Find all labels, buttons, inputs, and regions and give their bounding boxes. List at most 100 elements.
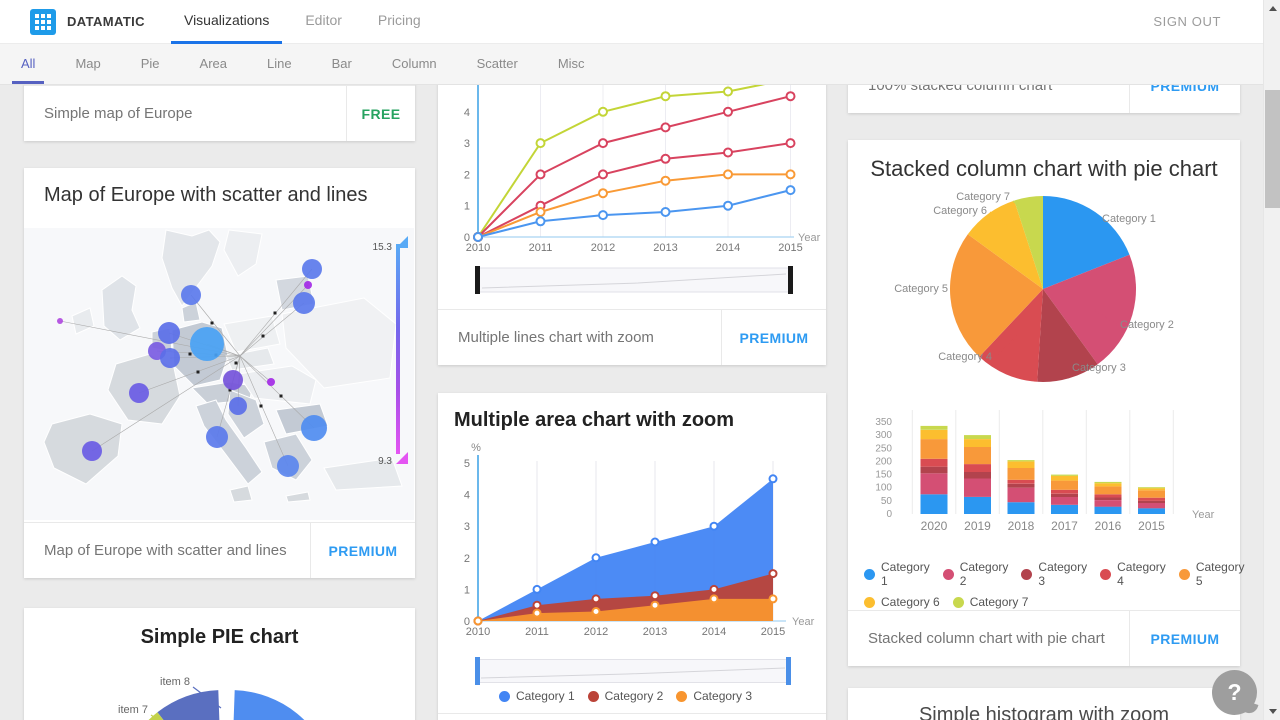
map-bubble[interactable] — [158, 322, 180, 344]
bar-segment[interactable] — [964, 464, 991, 472]
pie-slice[interactable] — [157, 690, 222, 720]
legend-item[interactable]: Category 5 — [1178, 560, 1245, 588]
bar-segment[interactable] — [964, 496, 991, 514]
bar-segment[interactable] — [1094, 481, 1122, 484]
filter-misc[interactable]: Misc — [557, 56, 585, 71]
nav-link-visualizations[interactable]: Visualizations — [170, 0, 283, 44]
nav-link-pricing[interactable]: Pricing — [377, 12, 421, 28]
card-title[interactable] — [438, 714, 826, 720]
bar-segment[interactable] — [964, 439, 991, 447]
filter-column[interactable]: Column — [391, 56, 437, 71]
bar-segment[interactable] — [964, 478, 991, 497]
zoom-range-slider[interactable] — [475, 657, 791, 685]
card-histogram[interactable]: Simple histogram with zoom — [848, 688, 1240, 720]
legend-item[interactable]: Category 2 — [587, 689, 663, 703]
premium-badge[interactable]: PREMIUM — [721, 310, 826, 365]
card-title[interactable]: Map of Europe with scatter and lines — [44, 542, 287, 559]
bar-segment[interactable] — [920, 425, 948, 430]
pie-slice[interactable] — [231, 690, 336, 720]
bar-segment[interactable] — [1138, 503, 1165, 509]
pie-slice[interactable] — [1043, 254, 1137, 365]
map-bubble[interactable] — [129, 383, 149, 403]
pie-slice[interactable] — [979, 289, 1043, 382]
bar-segment[interactable] — [920, 458, 948, 467]
bar-segment[interactable] — [1051, 474, 1078, 476]
bar-segment[interactable] — [920, 473, 948, 495]
pie-slice[interactable] — [1014, 196, 1043, 289]
legend-item[interactable]: Category 1 — [864, 560, 930, 588]
slider-handle-left[interactable] — [475, 657, 480, 685]
card-simple-pie[interactable]: Simple PIE chart item 8 item 7 — [24, 608, 415, 720]
bar-segment[interactable] — [1007, 487, 1035, 503]
pie-slice[interactable] — [1037, 289, 1098, 382]
slider-handle-left[interactable] — [475, 266, 480, 294]
brand[interactable]: DATAMATIC — [30, 8, 145, 35]
card-title[interactable]: Stacked column chart with pie chart — [868, 630, 1105, 647]
map-bubble[interactable] — [229, 397, 247, 415]
card-title[interactable]: Multiple lines chart with zoom — [458, 329, 654, 346]
map-bubble[interactable] — [277, 455, 299, 477]
bar-segment[interactable] — [1051, 489, 1078, 494]
legend-item[interactable]: Category 6 — [864, 595, 940, 609]
premium-badge[interactable]: PREMIUM — [310, 523, 415, 578]
map-bubble[interactable] — [223, 370, 243, 390]
legend-item[interactable]: Category 1 — [498, 689, 575, 703]
scrollbar-down-arrow[interactable] — [1264, 703, 1280, 720]
scrollbar-up-arrow[interactable] — [1264, 0, 1280, 17]
filter-line[interactable]: Line — [267, 56, 292, 71]
legend-item[interactable]: Category 3 — [676, 689, 752, 703]
map-bubble[interactable] — [301, 415, 327, 441]
bar-segment[interactable] — [1138, 490, 1165, 498]
bar-segment[interactable] — [1094, 483, 1122, 487]
map-bubble[interactable] — [190, 327, 224, 361]
bar-segment[interactable] — [1138, 488, 1165, 491]
map-bubble[interactable] — [181, 285, 201, 305]
legend-item[interactable]: Category 3 — [1021, 560, 1087, 588]
free-badge[interactable]: FREE — [346, 86, 415, 141]
bar-segment[interactable] — [1051, 504, 1078, 514]
legend-item[interactable]: Category 7 — [952, 595, 1028, 609]
bar-segment[interactable] — [1094, 494, 1122, 498]
card-stacked-pie[interactable]: Stacked column chart with pie chart Cate… — [848, 140, 1245, 666]
bar-segment[interactable] — [1007, 461, 1035, 468]
bar-segment[interactable] — [1138, 487, 1165, 489]
bar-segment[interactable] — [1007, 468, 1035, 480]
bar-segment[interactable] — [1007, 483, 1035, 488]
bar-segment[interactable] — [1051, 493, 1078, 497]
bar-segment[interactable] — [920, 429, 948, 440]
help-button[interactable]: ? — [1212, 670, 1257, 715]
bar-segment[interactable] — [1094, 486, 1122, 495]
map-bubble[interactable] — [293, 292, 315, 314]
card-title[interactable]: Simple map of Europe — [44, 105, 193, 122]
map-bubble[interactable] — [206, 426, 228, 448]
map-bubble[interactable] — [82, 441, 102, 461]
bar-segment[interactable] — [1138, 497, 1165, 501]
bar-segment[interactable] — [920, 466, 948, 474]
bar-segment[interactable] — [1094, 497, 1122, 500]
slider-handle-right[interactable] — [786, 657, 791, 685]
map-bubble[interactable] — [302, 259, 322, 279]
zoom-range-slider[interactable] — [477, 267, 791, 293]
slider-handle-right[interactable] — [788, 266, 793, 294]
sign-out-button[interactable]: SIGN OUT — [1153, 14, 1221, 29]
legend-item[interactable]: Category 4 — [1100, 560, 1166, 588]
filter-scatter[interactable]: Scatter — [476, 56, 518, 71]
filter-map[interactable]: Map — [75, 56, 101, 71]
pie-slice[interactable] — [1043, 196, 1130, 289]
filter-pie[interactable]: Pie — [140, 56, 160, 71]
bar-segment[interactable] — [964, 435, 991, 439]
card-map-scatter[interactable]: Map of Europe with scatter and lines — [24, 168, 415, 578]
map-bubble[interactable] — [304, 281, 312, 289]
bar-segment[interactable] — [920, 439, 948, 459]
bar-segment[interactable] — [1138, 508, 1165, 514]
map-bubble[interactable] — [160, 348, 180, 368]
bar-segment[interactable] — [1094, 500, 1122, 507]
premium-badge[interactable]: PREMIUM — [1129, 611, 1240, 666]
map-bubble[interactable] — [57, 318, 63, 324]
bar-segment[interactable] — [1007, 479, 1035, 484]
scrollbar[interactable] — [1263, 0, 1280, 720]
filter-bar[interactable]: Bar — [331, 56, 352, 71]
pie-slice[interactable] — [121, 712, 222, 720]
bar-segment[interactable] — [1051, 475, 1078, 481]
bar-segment[interactable] — [1007, 502, 1035, 514]
